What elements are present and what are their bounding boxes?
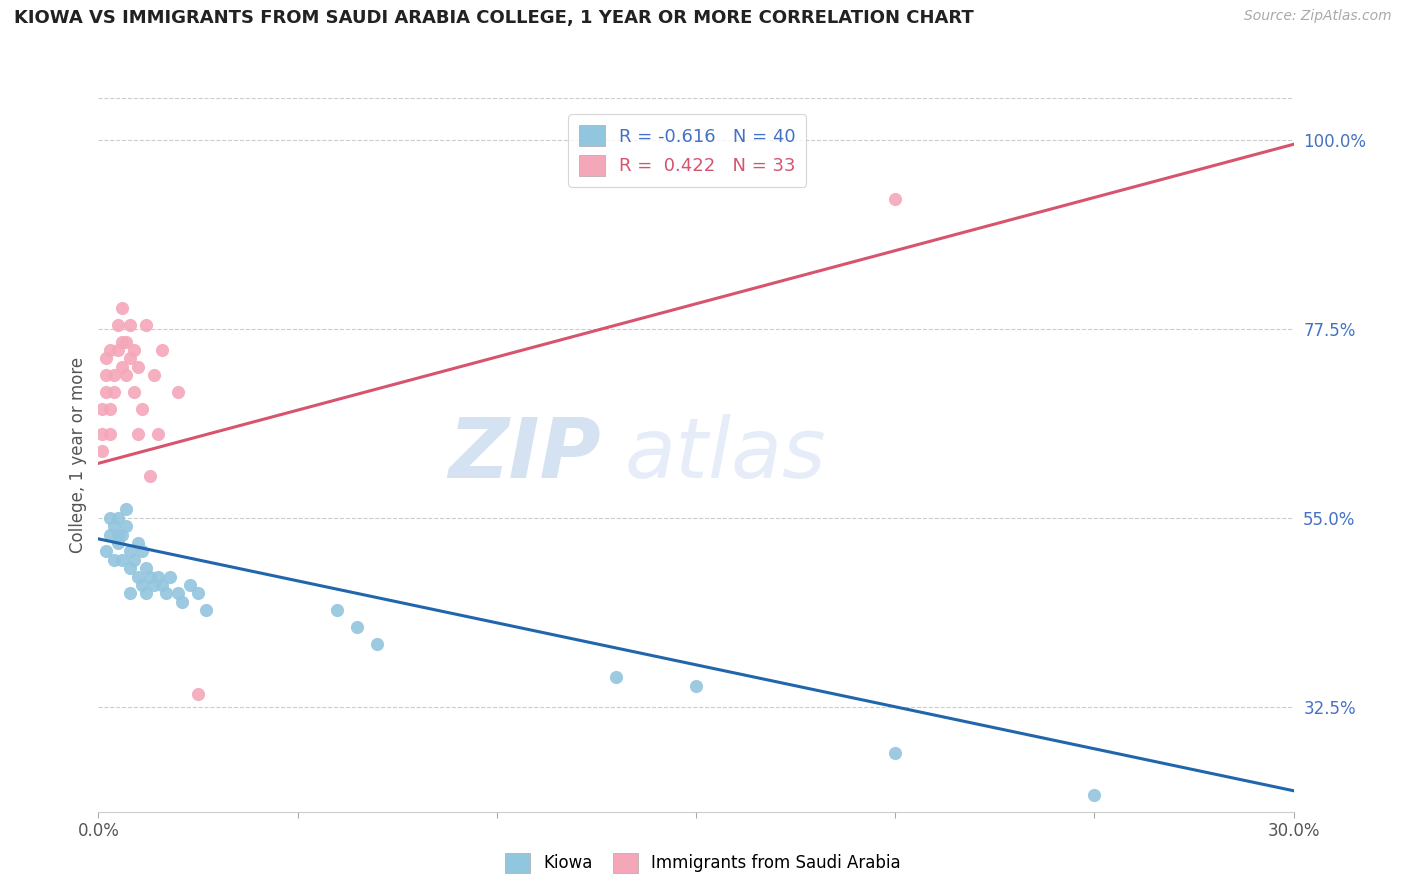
Point — [96, 351, 118, 366]
Point — [159, 569, 181, 583]
Point — [187, 586, 209, 600]
Point — [127, 569, 149, 583]
Y-axis label: College, 1 year or more: College, 1 year or more — [69, 357, 87, 553]
Point — [127, 359, 149, 374]
Point — [120, 351, 142, 366]
Point — [143, 578, 166, 592]
Point — [103, 384, 125, 399]
Point — [120, 561, 142, 575]
Point — [124, 553, 146, 567]
Point — [131, 578, 153, 592]
Point — [884, 746, 907, 760]
Point — [150, 343, 173, 357]
Point — [150, 578, 173, 592]
Text: atlas: atlas — [624, 415, 825, 495]
Point — [884, 192, 907, 206]
Point — [124, 384, 146, 399]
Point — [96, 368, 118, 383]
Point — [111, 334, 134, 349]
Point — [111, 301, 134, 315]
Point — [195, 603, 218, 617]
Point — [346, 620, 368, 634]
Legend: Kiowa, Immigrants from Saudi Arabia: Kiowa, Immigrants from Saudi Arabia — [499, 847, 907, 880]
Text: ZIP: ZIP — [447, 415, 600, 495]
Point — [107, 511, 129, 525]
Text: KIOWA VS IMMIGRANTS FROM SAUDI ARABIA COLLEGE, 1 YEAR OR MORE CORRELATION CHART: KIOWA VS IMMIGRANTS FROM SAUDI ARABIA CO… — [14, 9, 974, 27]
Point — [139, 569, 162, 583]
Point — [179, 578, 201, 592]
Point — [685, 679, 707, 693]
Point — [605, 670, 627, 684]
Point — [103, 519, 125, 533]
Point — [96, 544, 118, 558]
Point — [167, 384, 190, 399]
Point — [167, 586, 190, 600]
Point — [148, 569, 170, 583]
Point — [115, 334, 138, 349]
Point — [131, 401, 153, 416]
Point — [127, 536, 149, 550]
Point — [366, 637, 388, 651]
Point — [120, 586, 142, 600]
Point — [100, 401, 122, 416]
Point — [115, 502, 138, 516]
Point — [120, 318, 142, 332]
Point — [91, 426, 114, 441]
Point — [100, 426, 122, 441]
Point — [100, 343, 122, 357]
Point — [107, 536, 129, 550]
Point — [107, 527, 129, 541]
Legend: R = -0.616   N = 40, R =  0.422   N = 33: R = -0.616 N = 40, R = 0.422 N = 33 — [568, 114, 807, 186]
Point — [326, 603, 349, 617]
Text: Source: ZipAtlas.com: Source: ZipAtlas.com — [1244, 9, 1392, 23]
Point — [111, 553, 134, 567]
Point — [100, 527, 122, 541]
Point — [111, 359, 134, 374]
Point — [91, 401, 114, 416]
Point — [135, 586, 157, 600]
Point — [187, 687, 209, 701]
Point — [135, 561, 157, 575]
Point — [111, 527, 134, 541]
Point — [127, 426, 149, 441]
Point — [143, 368, 166, 383]
Point — [91, 443, 114, 458]
Point — [120, 544, 142, 558]
Point — [135, 318, 157, 332]
Point — [96, 384, 118, 399]
Point — [148, 426, 170, 441]
Point — [103, 553, 125, 567]
Point — [107, 343, 129, 357]
Point — [1083, 788, 1105, 802]
Point — [100, 511, 122, 525]
Point — [115, 368, 138, 383]
Point — [115, 519, 138, 533]
Point — [124, 343, 146, 357]
Point — [103, 368, 125, 383]
Point — [172, 595, 194, 609]
Point — [107, 318, 129, 332]
Point — [131, 544, 153, 558]
Point — [139, 469, 162, 483]
Point — [155, 586, 177, 600]
